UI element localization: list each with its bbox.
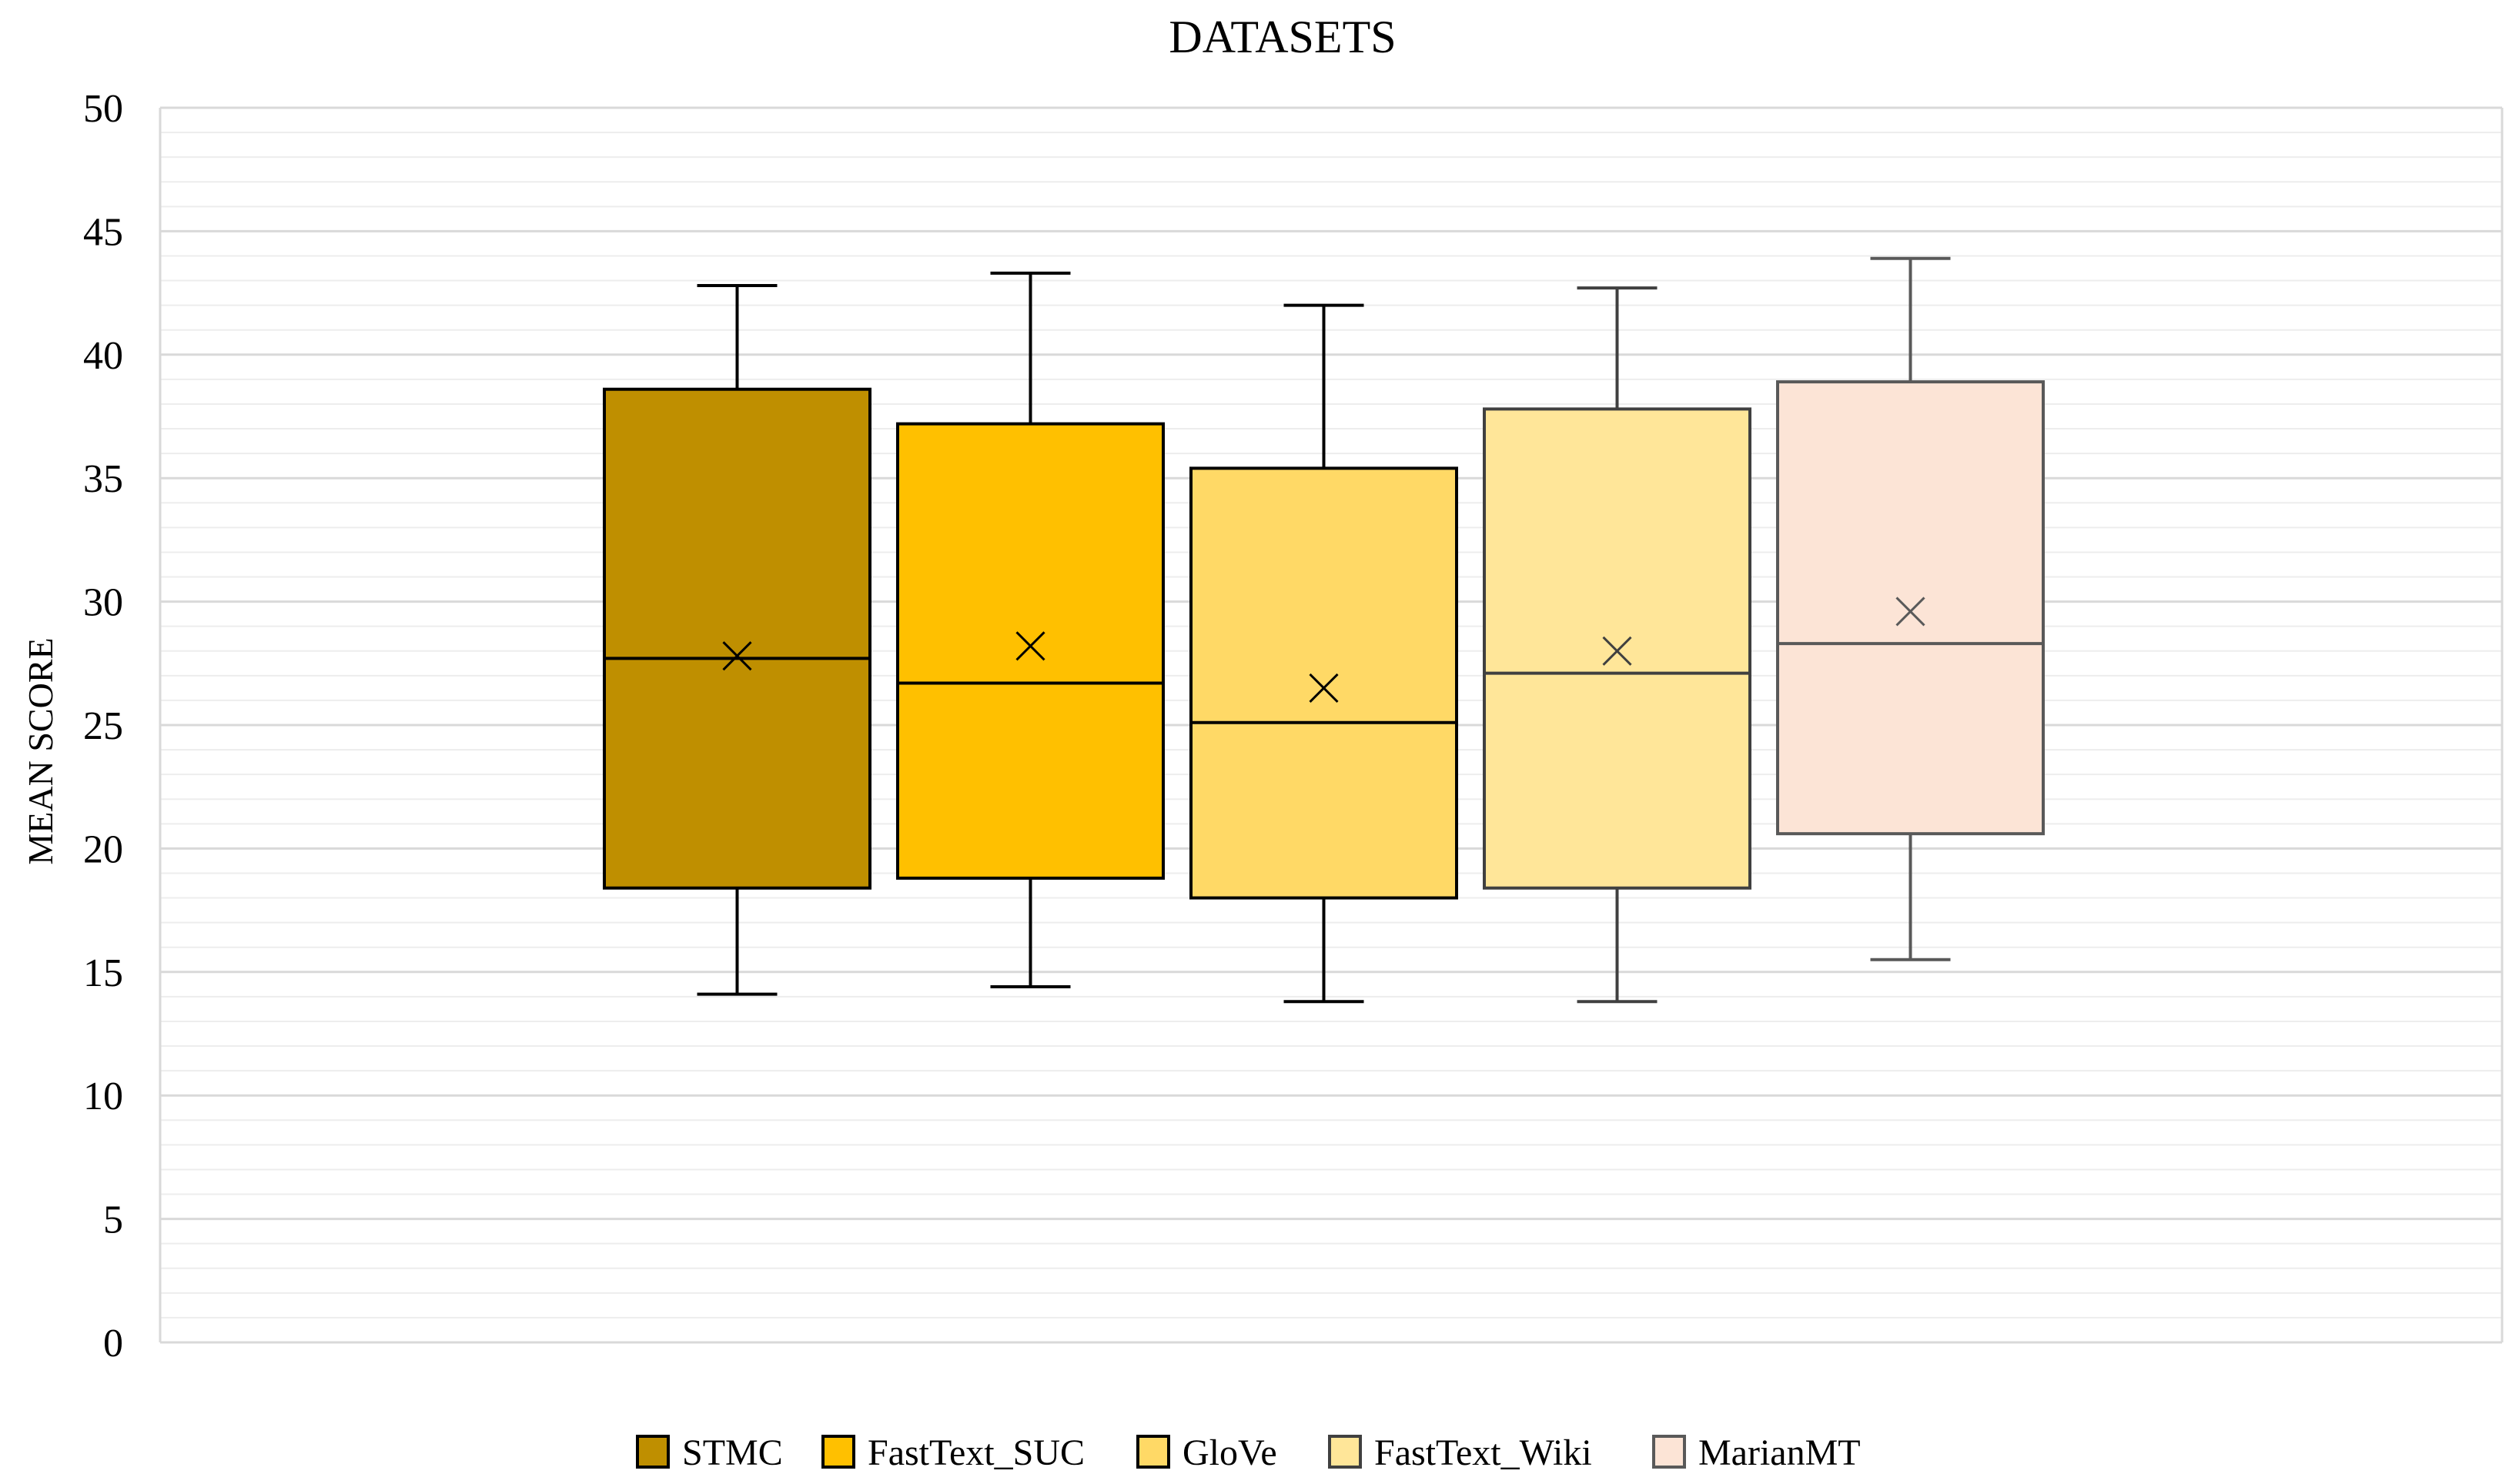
y-tick-label: 10 <box>83 1075 123 1118</box>
y-tick-label: 40 <box>83 334 123 378</box>
interquartile-box <box>1189 466 1458 900</box>
mean-marker <box>1602 636 1632 666</box>
interquartile-box <box>1776 380 2045 836</box>
legend-swatch <box>1328 1435 1362 1469</box>
legend-swatch <box>1136 1435 1170 1469</box>
legend-swatch <box>636 1435 670 1469</box>
boxes <box>603 256 2045 1004</box>
legend-item-fasttext-suc: FastText_SUC <box>821 1432 1085 1473</box>
legend-swatch <box>1652 1435 1686 1469</box>
legend-item-marianmt: MarianMT <box>1652 1432 1861 1473</box>
mean-marker <box>1309 673 1339 703</box>
legend-item-stmc: STMC <box>636 1432 783 1473</box>
legend-swatch <box>821 1435 855 1469</box>
y-tick-label: 20 <box>83 827 123 871</box>
box-stmc <box>603 283 871 996</box>
legend-item-glove: GloVe <box>1136 1432 1277 1473</box>
y-tick-label: 45 <box>83 210 123 254</box>
y-tick-label: 30 <box>83 581 123 625</box>
gridlines <box>159 106 2504 1344</box>
box-fasttext-suc <box>896 271 1165 989</box>
box-glove <box>1189 303 1458 1004</box>
legend-item-fasttext-wiki: FastText_Wiki <box>1328 1432 1592 1473</box>
y-tick-label: 15 <box>83 951 123 995</box>
legend: STMC FastText_SUC GloVe FastText_Wiki Marian… <box>636 1432 1861 1473</box>
legend-label: STMC <box>682 1432 783 1473</box>
y-axis-label: MEAN SCORE <box>21 637 60 864</box>
legend-label: MarianMT <box>1698 1432 1861 1473</box>
interquartile-box <box>896 422 1165 880</box>
legend-label: FastText_SUC <box>868 1432 1085 1473</box>
chart-title: DATASETS <box>1169 12 1396 62</box>
y-tick-label: 35 <box>83 457 123 501</box>
mean-marker <box>1015 631 1045 661</box>
interquartile-box <box>1483 407 1751 890</box>
mean-marker <box>1895 597 1925 627</box>
y-tick-label: 50 <box>83 87 123 131</box>
y-tick-label: 0 <box>103 1322 123 1365</box>
y-tick-label: 5 <box>103 1198 123 1242</box>
y-axis-ticks: 0 5 10 15 20 25 30 35 40 45 50 <box>83 87 123 1365</box>
y-tick-label: 25 <box>83 704 123 748</box>
box-fasttext-wiki <box>1483 286 1751 1004</box>
legend-label: FastText_Wiki <box>1374 1432 1592 1473</box>
legend-label: GloVe <box>1183 1432 1277 1473</box>
mean-marker <box>722 641 752 671</box>
interquartile-box <box>603 387 871 890</box>
box-marianmt <box>1776 256 2045 961</box>
